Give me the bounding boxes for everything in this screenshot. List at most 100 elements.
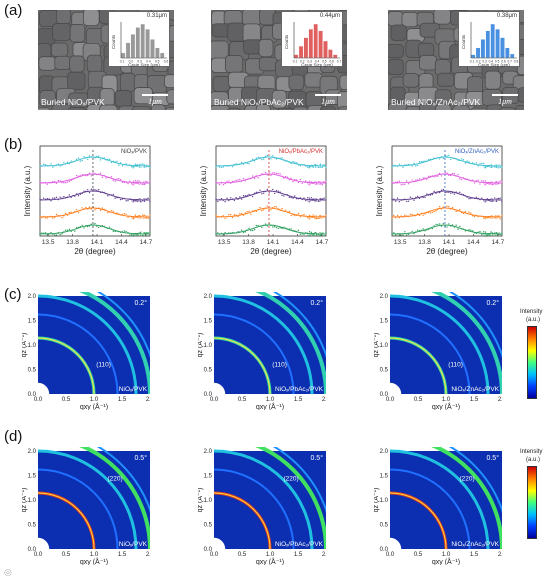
giwaxs-xtick: 0.0	[210, 397, 219, 403]
diffraction-ring	[255, 292, 326, 395]
xrd-data-point	[488, 183, 490, 185]
xrd-data-point	[262, 158, 265, 160]
xrd-data-point	[442, 188, 445, 191]
xrd-data-point	[479, 183, 481, 185]
xrd-data-point	[275, 206, 278, 208]
xrd-data-point	[457, 228, 459, 230]
xrd-series-line	[215, 156, 326, 167]
xrd-data-point	[55, 234, 58, 236]
xrd-sample-title: NiOₓ/ZnAc₂/PVK	[455, 149, 499, 155]
xrd-data-point	[39, 198, 41, 200]
diffraction-ring	[37, 313, 119, 395]
xrd-data-point	[92, 188, 94, 190]
xrd-data-point	[52, 180, 54, 183]
xrd-data-point	[493, 197, 496, 199]
xrd-data-point	[88, 172, 91, 174]
xrd-data-point	[462, 212, 465, 215]
xrd-data-point	[468, 211, 470, 213]
xrd-data-point	[251, 195, 254, 198]
xrd-data-point	[422, 214, 424, 216]
xrd-data-point	[449, 192, 452, 194]
xrd-data-point	[301, 233, 303, 235]
xrd-data-point	[297, 212, 300, 215]
histogram-xtick: 0.5	[322, 60, 327, 64]
xrd-xtick: 13.5	[394, 239, 407, 246]
xrd-data-point	[325, 231, 327, 234]
xrd-data-point	[396, 197, 399, 199]
xrd-xtick: 14.7	[492, 239, 505, 246]
xrd-data-point	[257, 224, 259, 227]
xrd-data-point	[143, 214, 146, 217]
histogram-xtick: 0.2	[476, 60, 481, 64]
histogram-xtick: 0.5	[155, 60, 160, 64]
scale-bar-line	[315, 94, 341, 96]
xrd-data-point	[492, 183, 494, 186]
xrd-data-point	[275, 189, 278, 192]
xrd-data-point	[248, 193, 250, 196]
xrd-data-point	[85, 206, 87, 209]
xrd-data-point	[261, 226, 263, 229]
xrd-data-point	[61, 216, 63, 219]
xrd-data-point	[501, 166, 503, 168]
xrd-data-point	[325, 214, 327, 216]
xrd-data-point	[310, 231, 313, 234]
xrd-data-point	[477, 179, 479, 181]
diffraction-ring	[79, 292, 150, 395]
giwaxs-xtick: 0.5	[62, 397, 71, 403]
giwaxs-xlabel: qxy (Å⁻¹)	[432, 402, 460, 410]
xrd-data-point	[479, 230, 481, 233]
xrd-data-point	[457, 174, 459, 176]
xrd-data-point	[77, 212, 80, 214]
xrd-series-label: φ=0.5°	[307, 215, 324, 221]
xrd-data-point	[66, 229, 69, 231]
xrd-data-point	[413, 199, 415, 201]
xrd-series-line	[391, 224, 502, 235]
xrd-data-point	[149, 231, 151, 233]
xrd-data-point	[484, 166, 487, 168]
xrd-data-point	[468, 197, 470, 200]
giwaxs-xtick: 2.0	[498, 397, 502, 403]
histogram-xtick: 0.5	[495, 60, 500, 64]
giwaxs-ytick: 1.0	[28, 498, 37, 504]
giwaxs-ytick: 1.5	[28, 474, 37, 480]
giwaxs-xtick: 1.0	[90, 397, 99, 403]
xrd-data-point	[422, 228, 424, 230]
giwaxs-ytick: 1.0	[28, 343, 37, 349]
giwaxs-xtick: 2.0	[498, 552, 502, 558]
giwaxs-xtick: 1.0	[90, 552, 99, 558]
peak-label: (220)	[107, 475, 122, 482]
xrd-data-point	[74, 230, 76, 232]
xrd-data-point	[70, 196, 72, 199]
xrd-data-point	[429, 212, 432, 214]
xrd-data-point	[314, 232, 316, 234]
xrd-data-point	[495, 200, 498, 203]
xrd-data-point	[451, 172, 454, 175]
xrd-data-point	[64, 229, 67, 231]
xrd-series-line	[215, 207, 326, 218]
scale-bar-line	[492, 94, 518, 96]
xrd-data-point	[484, 180, 487, 182]
histogram-bar	[475, 47, 481, 59]
xrd-data-point	[266, 154, 269, 157]
xrd-series-label: φ=1.1°	[483, 164, 500, 170]
xrd-data-point	[235, 197, 237, 199]
xrd-data-point	[215, 166, 217, 168]
xrd-data-point	[446, 172, 448, 174]
histogram-xtick: 0.4	[315, 60, 320, 64]
giwaxs-ytick: 0.0	[28, 547, 37, 553]
giwaxs-ytick: 1.5	[28, 319, 37, 325]
diffraction-ring	[213, 449, 314, 550]
xrd-data-point	[86, 189, 89, 191]
xrd-data-point	[119, 162, 122, 164]
xrd-data-point	[224, 231, 226, 234]
xrd-data-point	[495, 166, 498, 168]
histogram-bar	[298, 45, 304, 59]
xrd-data-point	[112, 210, 115, 213]
xrd-data-point	[83, 227, 85, 229]
histogram-xtick: 0.6	[164, 60, 169, 64]
sample-label: NiOₓ/ZnAc₂/PVK	[451, 386, 499, 393]
xrd-data-point	[222, 166, 225, 168]
xrd-data-point	[475, 162, 478, 164]
xrd-data-point	[462, 158, 465, 161]
sample-label: NiOₓ/PVK	[119, 541, 148, 548]
